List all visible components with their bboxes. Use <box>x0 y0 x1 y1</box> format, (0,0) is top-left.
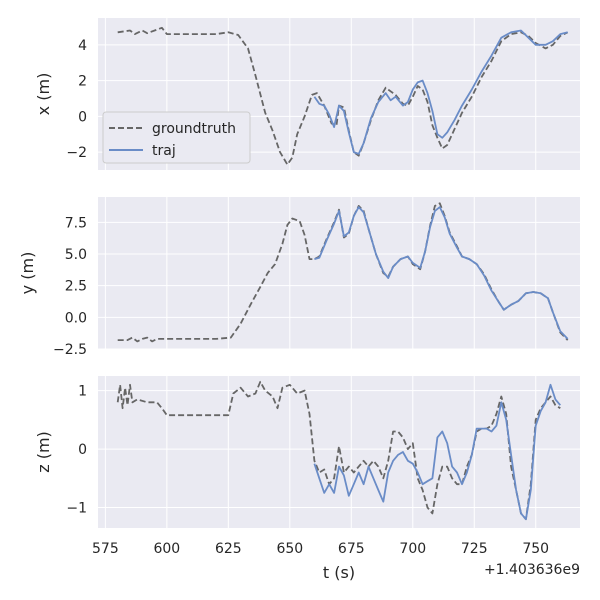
y-axis-label: x (m) <box>34 73 53 116</box>
y-tick-label: 4 <box>78 38 87 54</box>
y-tick-label: 7.5 <box>65 215 87 231</box>
series-line-traj <box>313 383 561 521</box>
y-tick-label: −2 <box>66 145 87 161</box>
series-line-groundtruth <box>117 26 569 166</box>
y-tick-label: 5.0 <box>65 247 87 263</box>
y-axis-label: z (m) <box>34 431 53 473</box>
x-tick-label: 625 <box>215 541 242 557</box>
subplot-2: −1 0 1 z (m) 575 600 625 650 675 700 725 750 <box>34 376 580 557</box>
legend-label-traj: traj <box>152 143 176 159</box>
plot-area-1 <box>98 197 580 349</box>
x-tick-label: 750 <box>522 541 549 557</box>
x-tick-label: 650 <box>276 541 303 557</box>
series-line-traj <box>314 206 569 340</box>
x-tick-label: 575 <box>92 541 119 557</box>
x-axis-label: t (s) <box>323 563 355 582</box>
series-line-traj <box>313 29 568 155</box>
x-tick-label: 725 <box>461 541 488 557</box>
y-tick-label: −2.5 <box>53 342 87 358</box>
series-line-groundtruth <box>116 380 561 521</box>
legend-box <box>102 111 251 164</box>
y-axis-label: y (m) <box>18 252 37 295</box>
x-offset-label: +1.403636e9 <box>484 562 580 578</box>
y-tick-label: 0.0 <box>65 310 87 326</box>
legend-label-groundtruth: groundtruth <box>152 121 236 137</box>
x-tick-label: 675 <box>338 541 365 557</box>
y-tick-label: 0 <box>78 109 87 125</box>
y-tick-label: 2.5 <box>65 279 87 295</box>
x-tick-label: 700 <box>399 541 426 557</box>
y-tick-label: 1 <box>78 384 87 400</box>
subplot-1: −2.5 0.0 2.5 5.0 7.5 y (m) <box>18 197 580 358</box>
y-tick-label: 2 <box>78 74 87 90</box>
y-tick-label: −1 <box>66 501 87 517</box>
legend: groundtruth traj <box>102 111 251 164</box>
y-tick-label: 0 <box>78 442 87 458</box>
x-tick-label: 600 <box>153 541 180 557</box>
